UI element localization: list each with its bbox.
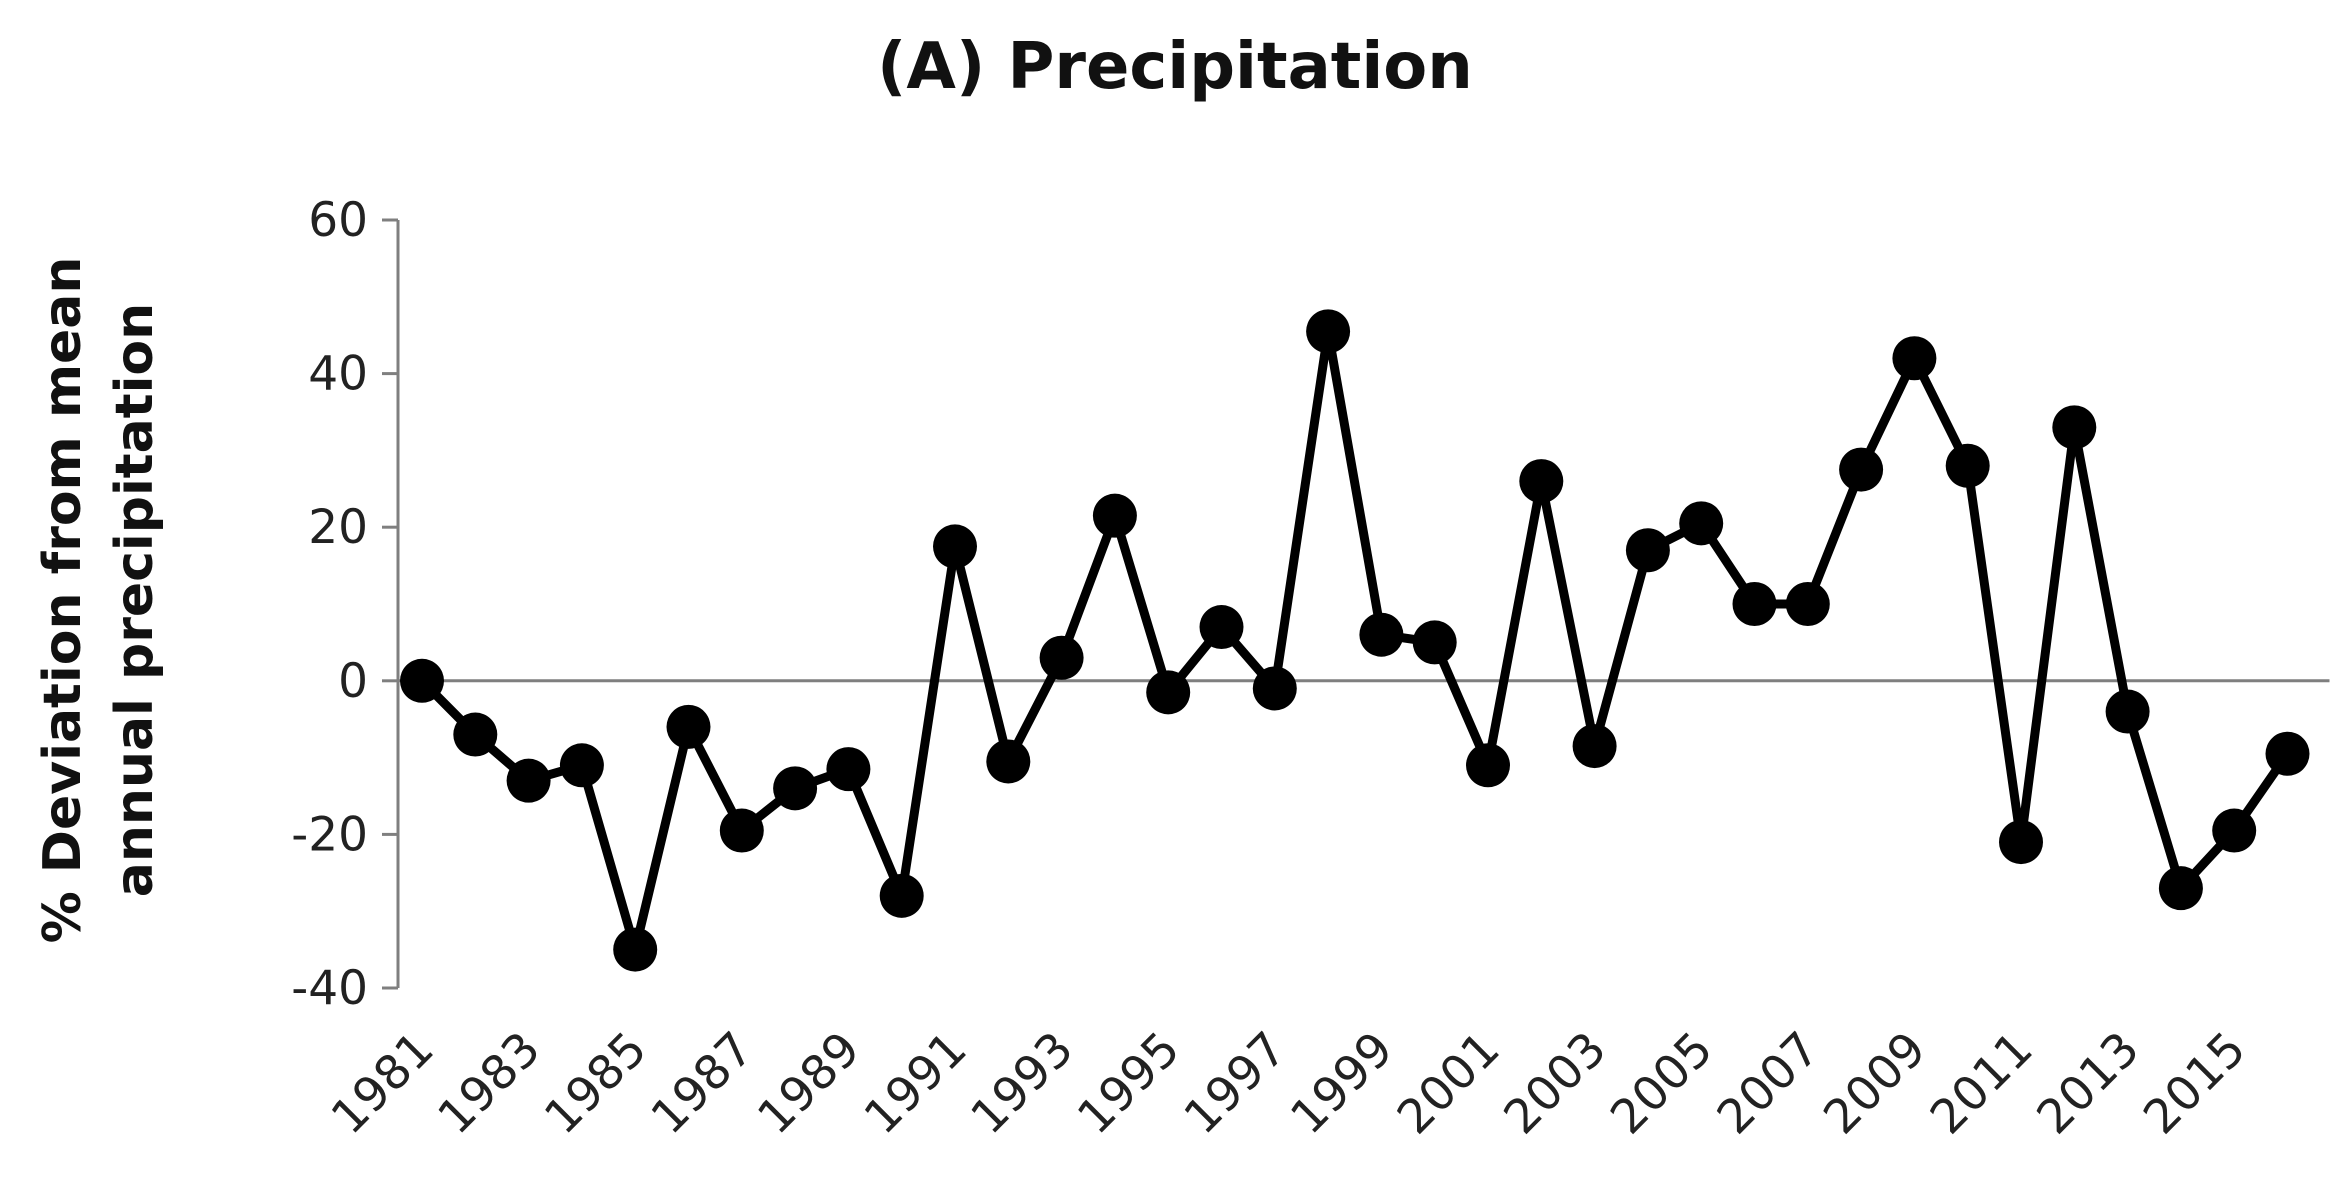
data-point [1999,820,2043,865]
y-tick-label: 40 [308,347,368,402]
data-point [1466,743,1510,788]
y-axis-title: % Deviation from mean annual precipitati… [33,257,165,944]
data-point [2105,689,2150,734]
data-point [1839,447,1884,492]
data-point [400,658,444,703]
data-point [1146,670,1191,715]
x-tick-label: 1993 [961,1022,1084,1145]
y-tick-label: -20 [291,807,368,862]
x-tick-label: 1991 [854,1022,977,1145]
data-point [879,873,924,918]
data-point [1892,336,1937,381]
chart-title: (A) Precipitation [877,30,1473,104]
data-point [826,747,871,792]
y-tick-label: 60 [308,193,368,248]
data-point [453,712,498,757]
x-tick-label: 2013 [2027,1022,2150,1145]
data-point [1306,309,1351,354]
x-tick-label: 1981 [321,1022,444,1145]
x-tick-label: 2001 [1387,1022,1510,1145]
data-point [1412,620,1457,665]
x-tick-label: 1999 [1280,1022,1403,1145]
data-point [986,739,1031,784]
x-tick-label: 2015 [2133,1022,2256,1145]
data-point [2265,731,2310,776]
data-point [2052,405,2097,450]
x-tick-label: 1985 [534,1022,657,1145]
data-point [1945,443,1990,488]
x-tick-label: 1995 [1067,1022,1190,1145]
y-axis-title-line-2: annual precipitation [105,303,165,897]
data-point [773,766,818,811]
data-point [1625,528,1670,573]
x-axis-ticks: 1981198319851987198919911993199519971999… [321,1022,2257,1145]
x-tick-label: 2011 [1920,1022,2043,1145]
data-point [1785,582,1830,626]
data-point [506,758,551,803]
y-axis-title-line-1: % Deviation from mean [33,257,93,944]
data-point [2212,808,2257,853]
data-point [613,927,658,972]
y-axis-ticks: 60 40 20 0 -20 -40 [291,193,398,1016]
data-point [1252,666,1297,711]
data-point [1679,501,1724,546]
x-tick-label: 1989 [747,1022,870,1145]
y-tick-label: 20 [308,500,368,555]
x-tick-label: 1983 [428,1022,551,1145]
x-tick-label: 2007 [1707,1022,1830,1145]
x-tick-label: 2005 [1600,1022,1723,1145]
data-point [1199,605,1244,650]
data-point [1572,724,1617,769]
data-point [2158,866,2203,911]
x-tick-label: 1997 [1174,1022,1297,1145]
y-tick-label: -40 [291,961,368,1016]
data-point [1039,635,1084,680]
data-point [933,524,977,569]
data-point [1092,493,1137,538]
data-points [400,309,2310,972]
x-tick-label: 2003 [1494,1022,1617,1145]
data-point [1359,612,1404,657]
data-point [719,808,764,853]
x-tick-label: 2009 [1813,1022,1936,1145]
y-tick-label: 0 [338,654,368,709]
data-point [1732,582,1777,626]
data-point [1519,459,1564,504]
data-point [666,704,711,749]
data-point [559,743,604,788]
x-tick-label: 1987 [641,1022,764,1145]
